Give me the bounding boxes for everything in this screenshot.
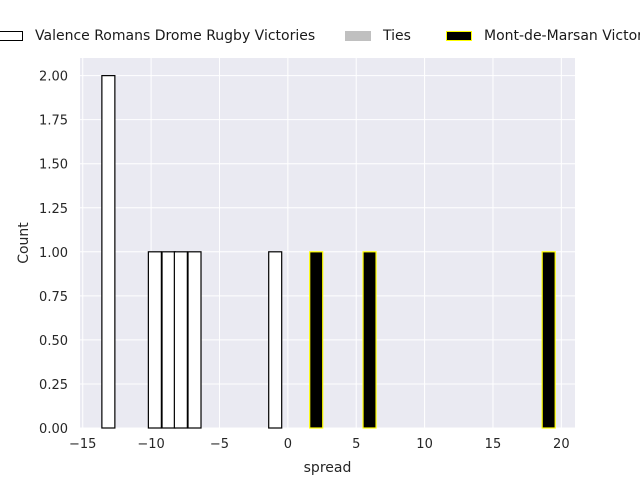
legend-item-ties: Ties bbox=[345, 26, 411, 46]
chart-legend: Valence Romans Drome Rugby Victories Tie… bbox=[0, 26, 640, 46]
histogram-bars bbox=[101, 75, 556, 429]
x-tick-label: −5 bbox=[210, 437, 229, 452]
y-tick-label: 0.25 bbox=[39, 378, 68, 393]
x-axis-label: spread bbox=[304, 460, 352, 476]
y-axis-ticks: 0.00 0.25 0.50 0.75 1.00 1.25 1.50 1.75 2.00 bbox=[39, 70, 68, 437]
legend-label-mont-de-marsan: Mont-de-Marsan Victories bbox=[484, 28, 640, 44]
x-tick-label: 5 bbox=[352, 437, 360, 452]
legend-label-valence: Valence Romans Drome Rugby Victories bbox=[35, 28, 316, 44]
x-tick-label: −15 bbox=[69, 437, 96, 452]
y-tick-label: 1.75 bbox=[39, 114, 68, 129]
y-tick-label: 2.00 bbox=[39, 70, 68, 85]
x-tick-label: 15 bbox=[485, 437, 502, 452]
histogram-bar-mont-de-marsan bbox=[541, 251, 556, 429]
y-tick-label: 0.75 bbox=[39, 290, 68, 305]
y-axis-label: Count bbox=[16, 222, 32, 264]
y-tick-label: 0.50 bbox=[39, 334, 68, 349]
histogram-bar-valence bbox=[101, 75, 116, 429]
x-tick-label: −10 bbox=[137, 437, 164, 452]
histogram-bar-mont-de-marsan bbox=[309, 251, 324, 429]
histogram-bar-valence bbox=[161, 251, 176, 429]
histogram-bar-valence bbox=[268, 251, 283, 429]
legend-swatch-valence bbox=[0, 31, 23, 41]
histogram-bar-valence bbox=[147, 251, 162, 429]
x-tick-label: 20 bbox=[553, 437, 570, 452]
histogram-bar-mont-de-marsan bbox=[362, 251, 377, 429]
legend-swatch-ties bbox=[345, 31, 371, 41]
histogram-bar-valence bbox=[173, 251, 188, 429]
histogram-bar-valence bbox=[187, 251, 202, 429]
x-axis-ticks: −15 −10 −5 0 5 10 15 20 bbox=[69, 437, 570, 452]
x-tick-label: 0 bbox=[284, 437, 292, 452]
y-tick-label: 0.00 bbox=[39, 422, 68, 437]
y-tick-label: 1.25 bbox=[39, 202, 68, 217]
x-tick-label: 10 bbox=[416, 437, 433, 452]
y-tick-label: 1.50 bbox=[39, 158, 68, 173]
y-tick-label: 1.00 bbox=[39, 246, 68, 261]
legend-item-mont-de-marsan: Mont-de-Marsan Victories bbox=[446, 26, 640, 46]
legend-label-ties: Ties bbox=[383, 28, 411, 44]
legend-swatch-mont-de-marsan bbox=[446, 31, 472, 41]
legend-item-valence: Valence Romans Drome Rugby Victories bbox=[0, 26, 315, 46]
